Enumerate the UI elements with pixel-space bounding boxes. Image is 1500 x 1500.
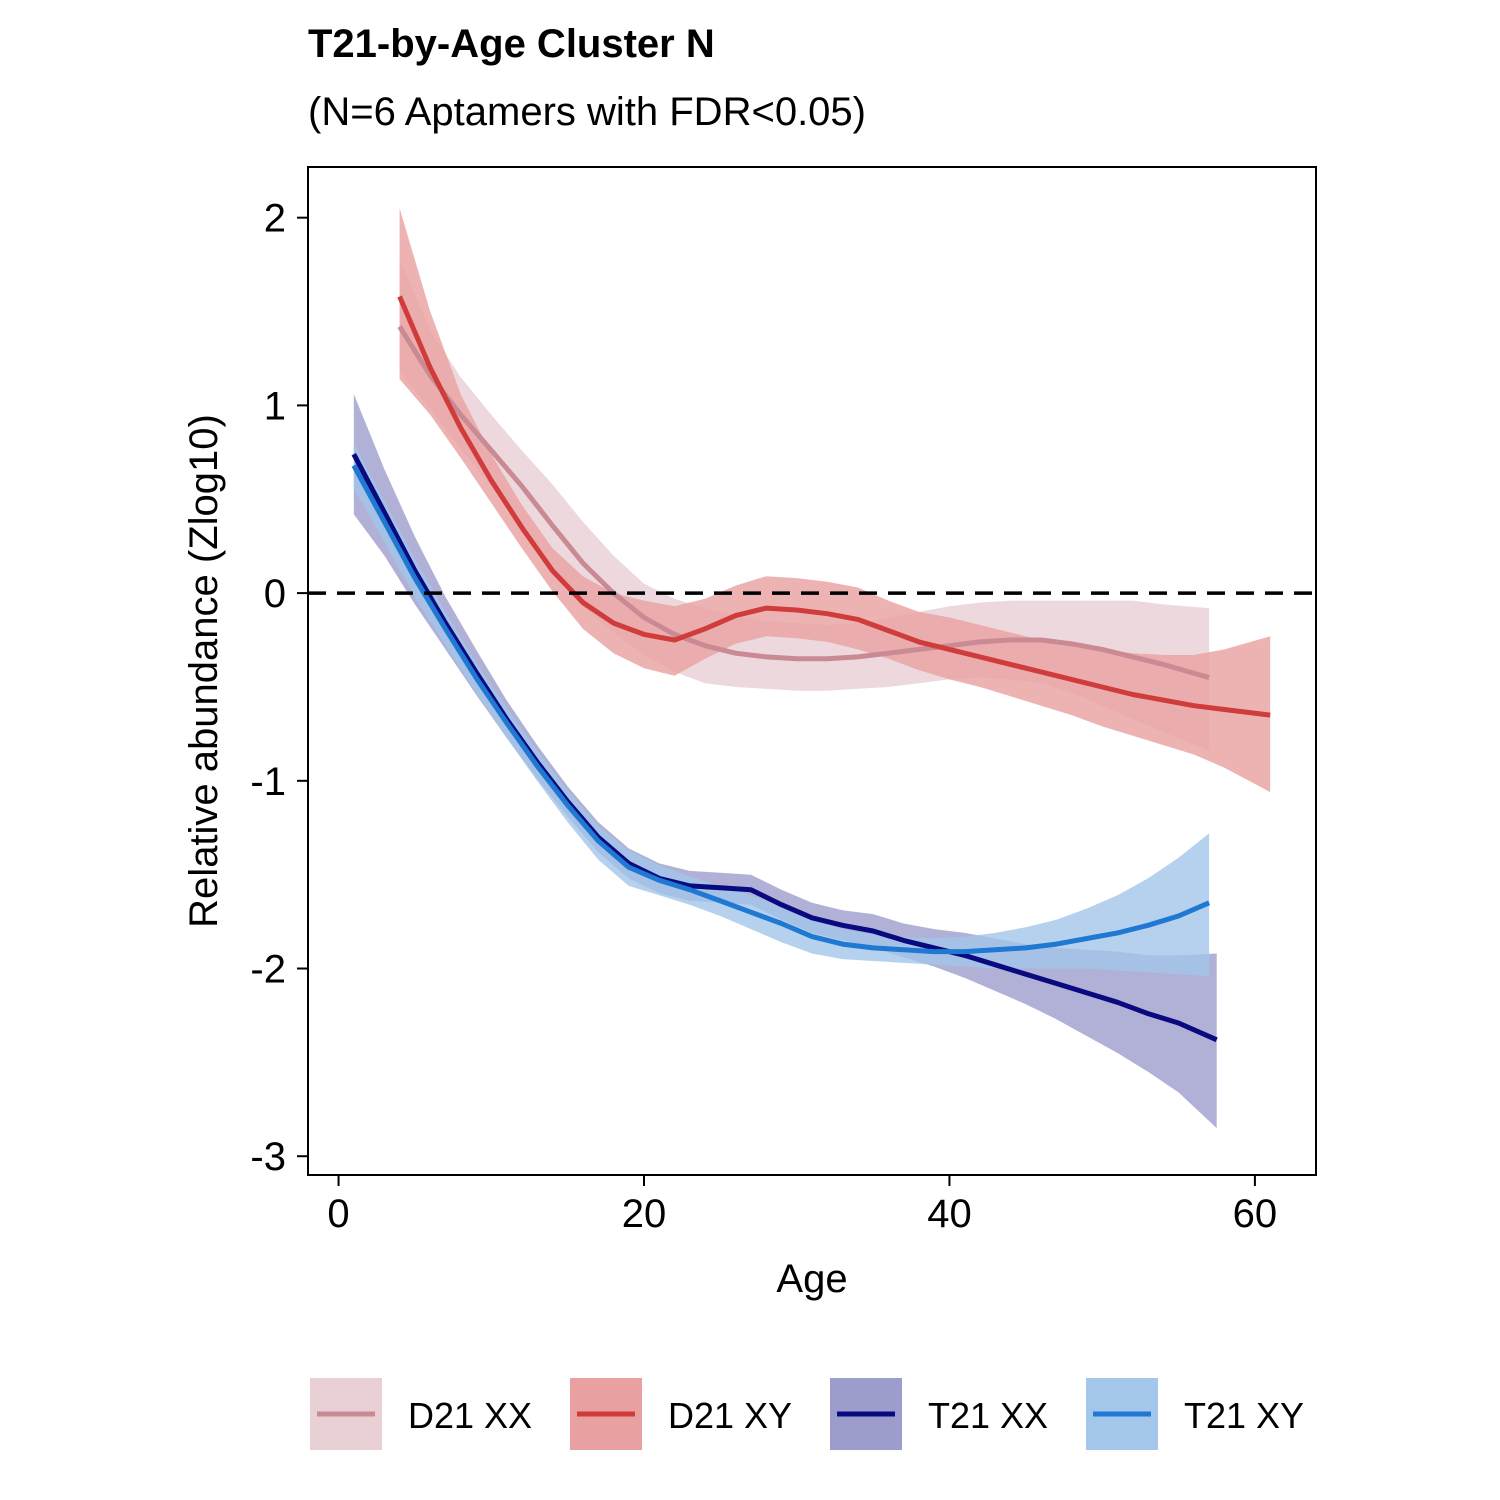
x-tick-label: 20 [622, 1192, 667, 1236]
band-d21-xy [399, 208, 1271, 793]
chart-title: T21-by-Age Cluster N [308, 22, 715, 66]
band-d21-xx [399, 259, 1210, 751]
band-t21-xy [353, 442, 1210, 976]
legend-label-t21-xx: T21 XX [928, 1395, 1048, 1436]
x-tick-label: 0 [327, 1192, 349, 1236]
x-tick-label: 40 [927, 1192, 972, 1236]
x-axis-label: Age [776, 1257, 847, 1301]
plot-panel-border [307, 166, 1317, 1176]
confidence-bands [353, 208, 1271, 1129]
chart-subtitle: (N=6 Aptamers with FDR<0.05) [308, 90, 866, 134]
y-tick-label: 0 [264, 572, 286, 616]
line-t21-xy [351, 464, 1211, 955]
y-axis-ticks: 2 1 0 -1 -2 -3 [250, 197, 308, 1179]
y-tick-label: -3 [250, 1135, 286, 1179]
legend-label-t21-xy: T21 XY [1184, 1395, 1304, 1436]
line-d21-xy [397, 295, 1271, 718]
y-axis-label: Relative abundance (Zlog10) [182, 414, 226, 928]
legend-label-d21-xy: D21 XY [668, 1395, 792, 1436]
y-tick-label: -1 [250, 760, 286, 804]
y-tick-label: -2 [250, 948, 286, 992]
y-tick-label: 2 [264, 197, 286, 241]
legend: D21 XX D21 XY T21 XX T21 XY [310, 1378, 1304, 1450]
x-tick-label: 60 [1233, 1192, 1278, 1236]
series-lines [351, 295, 1271, 1043]
line-d21-xx [397, 325, 1210, 681]
legend-label-d21-xx: D21 XX [408, 1395, 532, 1436]
band-t21-xx [353, 394, 1217, 1129]
x-axis-ticks: 0 20 40 60 [327, 1175, 1277, 1236]
y-tick-label: 1 [264, 384, 286, 428]
